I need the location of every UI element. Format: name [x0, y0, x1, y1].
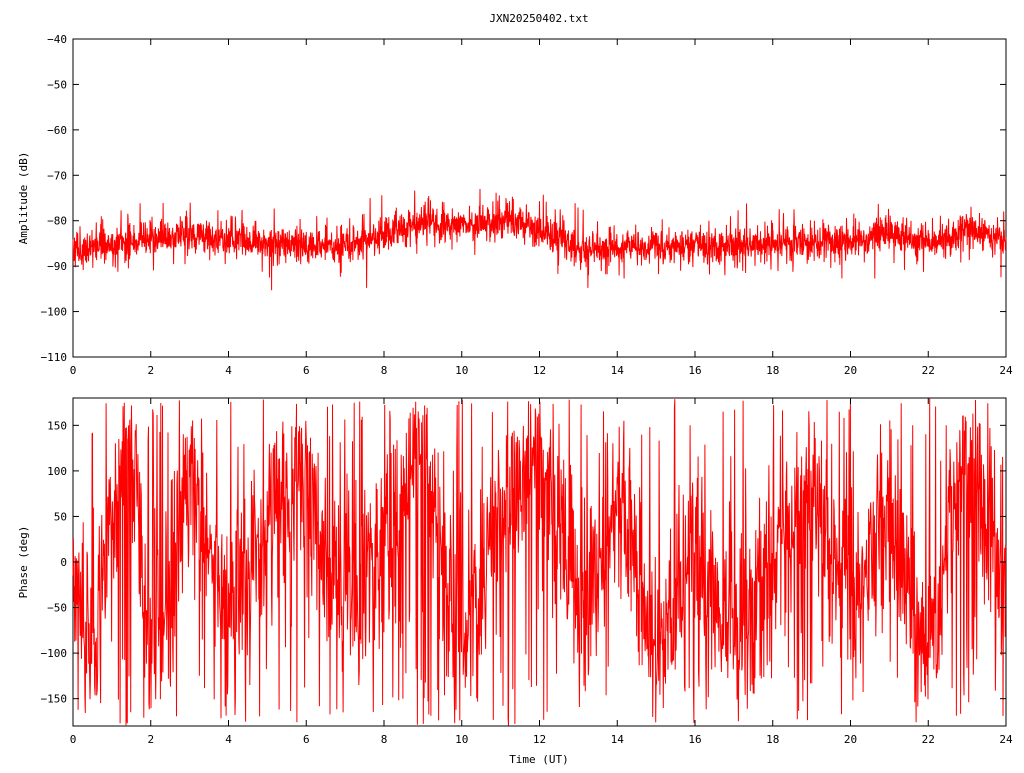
x-tick-label: 24 — [999, 733, 1013, 746]
y-tick-label: −50 — [47, 78, 67, 91]
x-tick-label: 22 — [922, 364, 935, 377]
amplitude-series — [72, 188, 1007, 291]
y-tick-label: 50 — [54, 510, 67, 523]
y-tick-label: −60 — [47, 124, 67, 137]
x-tick-label: 12 — [533, 364, 546, 377]
x-tick-label: 14 — [611, 364, 625, 377]
x-tick-label: 0 — [70, 364, 77, 377]
x-tick-label: 8 — [381, 733, 388, 746]
x-tick-label: 20 — [844, 733, 857, 746]
x-tick-label: 10 — [455, 733, 468, 746]
y-tick-label: −50 — [47, 602, 67, 615]
x-tick-label: 12 — [533, 733, 546, 746]
x-tick-label: 16 — [688, 364, 701, 377]
amplitude-axes: −110−100−90−80−70−60−50−400 2 4 6 8 10 12 14 16 1… — [41, 33, 1013, 377]
phase-x-axis-label: Time (UT) — [509, 753, 569, 766]
y-tick-label: 0 — [60, 556, 67, 569]
x-tick-label: 0 — [70, 733, 77, 746]
x-tick-label: 8 — [381, 364, 388, 377]
x-tick-label: 6 — [303, 364, 310, 377]
amplitude-line — [72, 188, 1007, 291]
x-tick-label: 18 — [766, 733, 779, 746]
amplitude-plot-frame — [72, 38, 1007, 358]
y-tick-label: −110 — [41, 351, 68, 364]
y-tick-label: −100 — [41, 647, 68, 660]
x-tick-label: 4 — [225, 364, 232, 377]
y-tick-label: −100 — [41, 306, 68, 319]
y-tick-label: 150 — [47, 419, 67, 432]
x-tick-label: 2 — [147, 364, 154, 377]
y-tick-label: −40 — [47, 33, 67, 46]
x-tick-label: 18 — [766, 364, 779, 377]
x-tick-label: 14 — [611, 733, 625, 746]
x-tick-label: 20 — [844, 364, 857, 377]
amplitude-y-axis-label: Amplitude (dB) — [17, 152, 30, 245]
amplitude-panel: −110−100−90−80−70−60−50−400 2 4 6 8 10 12 14 16 1… — [17, 33, 1013, 377]
x-tick-label: 16 — [688, 733, 701, 746]
x-tick-label: 6 — [303, 733, 310, 746]
y-tick-label: −80 — [47, 215, 67, 228]
y-tick-label: −90 — [47, 260, 67, 273]
phase-y-axis-label: Phase (deg) — [17, 526, 30, 599]
x-tick-label: 2 — [147, 733, 154, 746]
x-tick-label: 4 — [225, 733, 232, 746]
x-tick-label: 10 — [455, 364, 468, 377]
x-tick-label: 22 — [922, 733, 935, 746]
chart-title: JXN20250402.txt — [489, 12, 588, 25]
y-tick-label: −70 — [47, 169, 67, 182]
phase-line — [72, 398, 1007, 726]
phase-series — [72, 398, 1007, 726]
y-tick-label: 100 — [47, 465, 67, 478]
x-tick-label: 24 — [999, 364, 1013, 377]
y-tick-label: −150 — [41, 693, 68, 706]
